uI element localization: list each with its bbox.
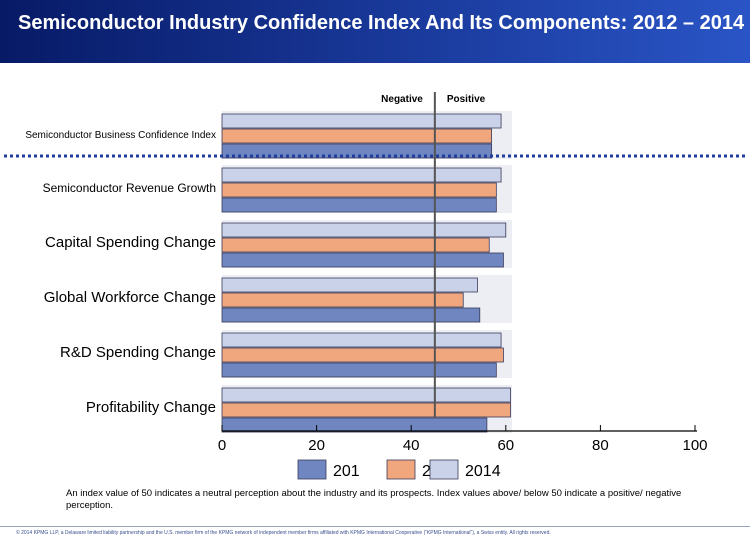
legend-swatch <box>297 459 327 480</box>
index-note: An index value of 50 indicates a neutral… <box>66 488 682 511</box>
bars <box>221 113 511 433</box>
bar <box>221 182 497 198</box>
x-axis-ticks: 0 20 40 60 80 100 <box>218 425 708 454</box>
bar <box>221 347 504 363</box>
legend: 2012012014 <box>297 459 501 480</box>
legend-swatch <box>386 459 416 480</box>
bar <box>221 222 507 238</box>
x-tick-label: 100 <box>682 437 707 454</box>
header-banner: Semiconductor Industry Confidence Index … <box>0 0 750 63</box>
bar <box>221 197 497 213</box>
legend-swatch <box>429 459 459 480</box>
x-tick-label: 20 <box>308 437 325 454</box>
page-title: Semiconductor Industry Confidence Index … <box>18 12 745 34</box>
legend-label: 2014 <box>465 463 501 480</box>
bar <box>221 307 481 323</box>
category-label: Profitability Change <box>86 399 216 416</box>
category-label: Semiconductor Revenue Growth <box>43 181 216 195</box>
bar <box>221 362 497 378</box>
bar <box>221 387 511 403</box>
row-bands <box>222 111 512 433</box>
bar <box>221 237 490 253</box>
x-tick-label: 40 <box>403 437 420 454</box>
bar <box>221 128 493 144</box>
category-label: R&D Spending Change <box>60 344 216 361</box>
legend-label: 201 <box>333 463 360 480</box>
bar <box>221 332 502 348</box>
category-label: Semiconductor Business Confidence Index <box>25 130 216 141</box>
bar <box>221 402 511 418</box>
bar <box>221 417 488 433</box>
category-label: Global Workforce Change <box>44 289 216 306</box>
category-label: Capital Spending Change <box>45 234 216 251</box>
confidence-index-chart: 0 20 40 60 80 100 Semiconductor Business Conf… <box>4 92 748 480</box>
bar <box>221 167 502 183</box>
copyright-text: © 2014 KPMG LLP, a Delaware limited liab… <box>16 530 551 536</box>
x-tick-label: 60 <box>497 437 514 454</box>
category-labels: Semiconductor Business Confidence Index S… <box>25 130 216 416</box>
positive-region-label: Positive <box>447 94 486 105</box>
bar <box>221 252 504 268</box>
negative-region-label: Negative <box>381 94 423 105</box>
x-tick-label: 0 <box>218 437 226 454</box>
x-tick-label: 80 <box>592 437 609 454</box>
bar <box>221 277 478 293</box>
bar <box>221 292 464 308</box>
bar <box>221 113 502 129</box>
footer-rule <box>0 526 750 527</box>
